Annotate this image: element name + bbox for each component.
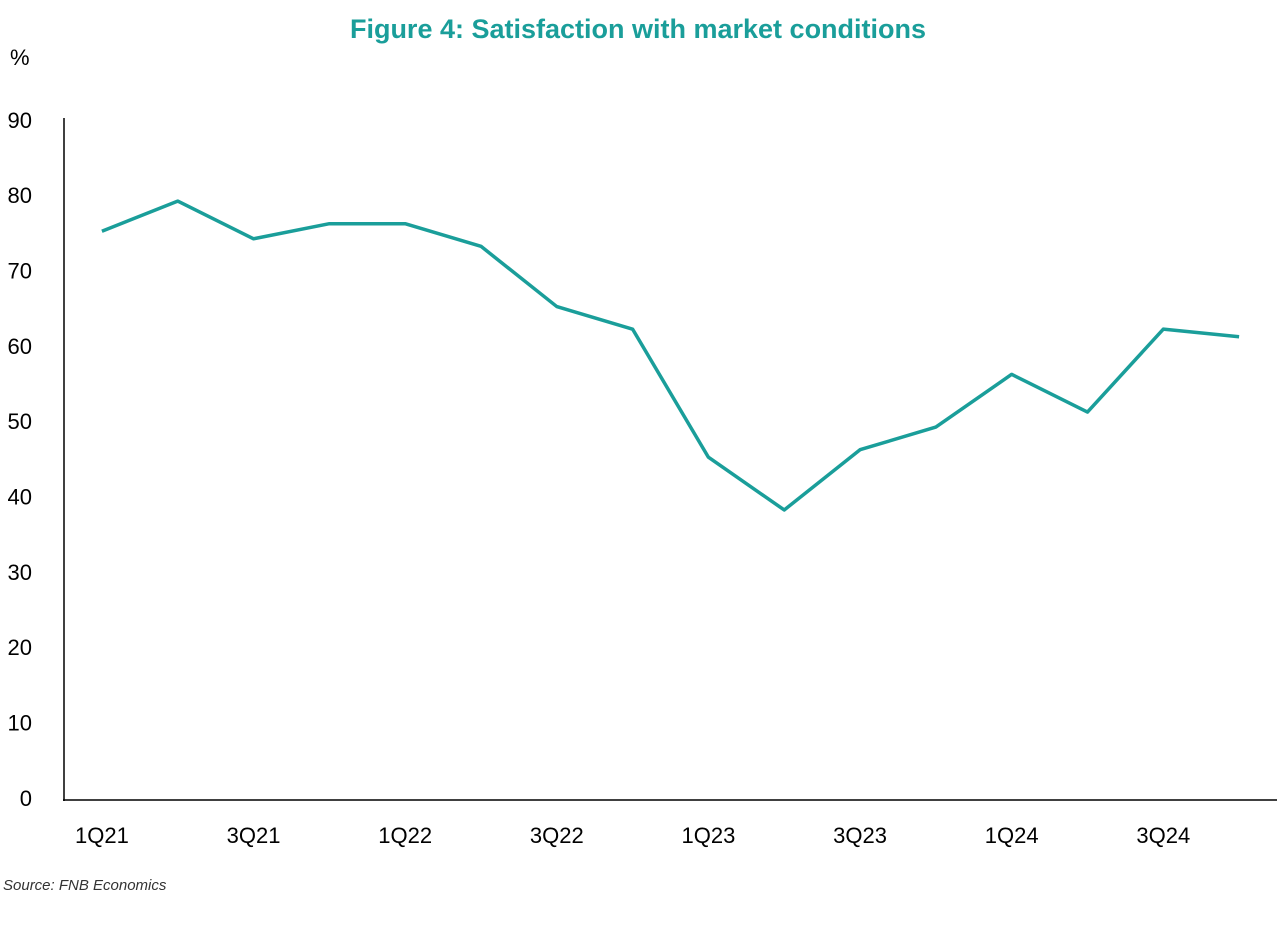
y-tick-label: 80 [8, 183, 32, 208]
x-tick-label: 3Q24 [1136, 823, 1190, 848]
y-tick-label: 10 [8, 710, 32, 735]
source: Source: FNB Economics [3, 877, 167, 894]
y-tick-label: 90 [8, 108, 32, 133]
y-tick-label: 30 [8, 560, 32, 585]
y-tick-label: 20 [8, 635, 32, 660]
y-tick-label: 60 [8, 334, 32, 359]
y-tick-label: 50 [8, 409, 32, 434]
x-tick-label: 3Q21 [227, 823, 281, 848]
y-axis-label: % [10, 45, 30, 70]
line-series [101, 199, 1240, 512]
x-tick-label: 1Q21 [75, 823, 129, 848]
x-tick-label: 3Q22 [530, 823, 584, 848]
y-tick-label: 70 [8, 258, 32, 283]
x-tick-label: 1Q22 [378, 823, 432, 848]
x-tick-label: 1Q23 [681, 823, 735, 848]
chart-title: Figure 4: Satisfaction with market condi… [350, 14, 926, 44]
y-tick-label: 0 [20, 786, 32, 811]
y-tick-label: 40 [8, 484, 32, 509]
x-tick-label: 3Q23 [833, 823, 887, 848]
x-tick-label: 1Q24 [985, 823, 1039, 848]
